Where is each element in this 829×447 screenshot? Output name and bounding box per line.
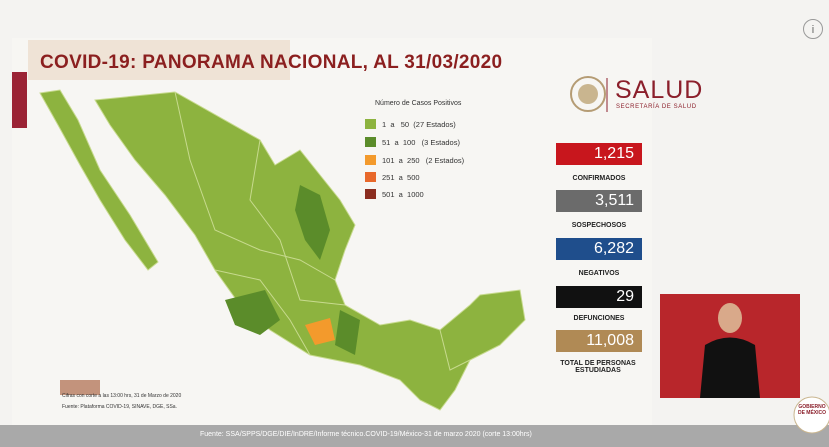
footer-bar [0,425,829,447]
interpreter-head [718,303,742,333]
stat-label: DEFUNCIONES [573,315,625,322]
state-51-100 [225,290,280,335]
stat-box [556,190,642,212]
legend-swatch [365,137,376,147]
stat-box [556,238,642,260]
stat-label: TOTAL DE PERSONAS ESTUDIADAS [560,360,636,374]
footer-source: Fuente: SSA/SPPS/DGE/DIE/InDRE/Informe t… [200,431,532,438]
legend-swatch [365,119,376,129]
title-band [28,40,290,80]
legend-swatch [365,172,376,182]
state-51-100 [335,310,360,355]
stat-label: SOSPECHOSOS [571,222,627,229]
stat-value: 1,215 [593,145,634,162]
legend-entry: 251 a 500 [382,173,420,182]
stat-value: 11,008 [586,332,634,349]
footnote: Cifras con corte a las 13:00 hrs, 31 de … [62,393,182,399]
footnote: Fuente: Plataforma COVID-19, SINAVE, DGE… [62,404,177,410]
mainland [94,91,526,411]
stat-value: 3,511 [595,192,634,209]
logo-subtitle: SECRETARÍA DE SALUD [616,104,697,110]
info-button[interactable]: i [803,19,823,39]
stat-box [556,330,642,352]
legend-swatch [365,189,376,199]
baja-california [39,89,159,271]
legend-entry: 501 a 1000 [382,190,424,199]
stat-value: 6,282 [593,240,634,257]
state-border [249,139,346,306]
state-101-250 [305,318,335,345]
accent-bar [12,72,27,128]
state-51-100 [295,185,330,260]
legend-entry: 101 a 250 (2 Estados) [382,156,465,165]
state-border [174,91,336,281]
logo-emblem [570,76,606,112]
state-border [214,269,311,356]
footnote-icon [60,380,100,395]
state-border [439,329,471,371]
stat-box [556,143,642,165]
badge-circle [793,396,829,434]
stat-value: 29 [616,288,634,305]
legend-swatch [365,155,376,165]
map [39,89,526,411]
government-badge: GOBIERNO DE MÉXICO [797,404,827,416]
stat-label: CONFIRMADOS [572,175,626,182]
legend-title: Número de Casos Positivos [375,100,462,107]
interpreter-body [700,337,760,398]
logo-name: SALUD [615,76,704,104]
stat-box [556,286,642,308]
legend-entry: 1 a 50 (27 Estados) [382,120,456,129]
stat-label: NEGATIVOS [578,270,620,277]
legend-entry: 51 a 100 (3 Estados) [382,138,460,147]
logo-emblem-inner [578,84,598,104]
title: COVID-19: PANORAMA NACIONAL, AL 31/03/20… [40,52,503,73]
